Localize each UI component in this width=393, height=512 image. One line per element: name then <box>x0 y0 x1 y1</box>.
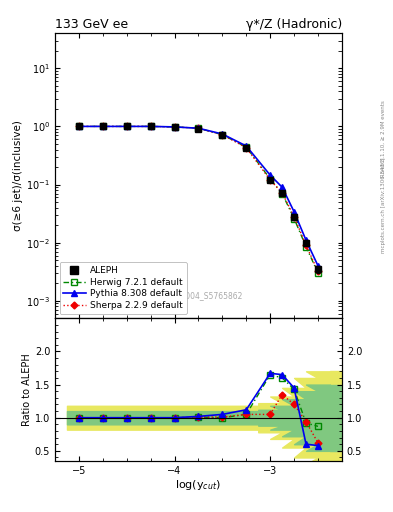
Text: mcplots.cern.ch [arXiv:1306.3436]: mcplots.cern.ch [arXiv:1306.3436] <box>381 157 386 252</box>
Text: 133 GeV ee: 133 GeV ee <box>55 18 128 31</box>
Y-axis label: Ratio to ALEPH: Ratio to ALEPH <box>22 353 32 426</box>
Text: Rivet 3.1.10, ≥ 2.9M events: Rivet 3.1.10, ≥ 2.9M events <box>381 100 386 177</box>
Legend: ALEPH, Herwig 7.2.1 default, Pythia 8.308 default, Sherpa 2.2.9 default: ALEPH, Herwig 7.2.1 default, Pythia 8.30… <box>59 263 187 314</box>
Text: ALEPH_2004_S5765862: ALEPH_2004_S5765862 <box>153 291 244 300</box>
X-axis label: log(y$_{cut}$): log(y$_{cut}$) <box>175 478 222 493</box>
Y-axis label: σ(≥6 jet)/σ(inclusive): σ(≥6 jet)/σ(inclusive) <box>13 120 24 231</box>
Text: γ*/Z (Hadronic): γ*/Z (Hadronic) <box>246 18 342 31</box>
